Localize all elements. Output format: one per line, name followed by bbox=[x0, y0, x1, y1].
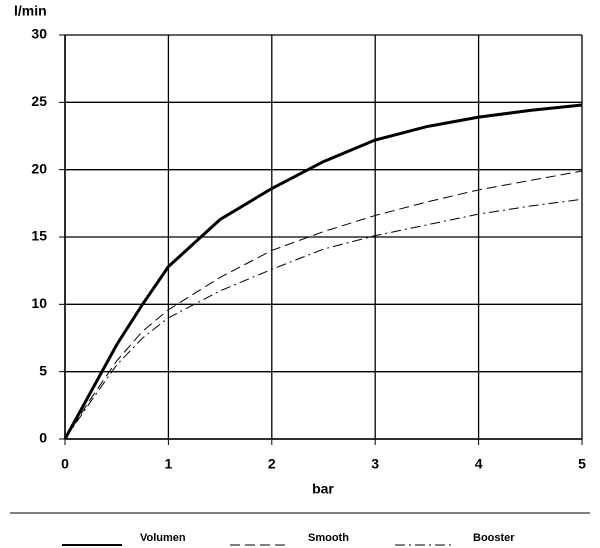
x-tick-label: 4 bbox=[475, 456, 483, 472]
series-line bbox=[64, 198, 583, 440]
series-line bbox=[63, 103, 583, 440]
y-tick-label: 30 bbox=[31, 26, 47, 42]
x-tick-label: 5 bbox=[578, 456, 586, 472]
y-tick-label: 10 bbox=[31, 295, 47, 311]
x-axis-label: bar bbox=[312, 481, 334, 497]
y-tick-label: 15 bbox=[31, 228, 47, 244]
x-tick-label: 0 bbox=[61, 456, 69, 472]
x-tick-label: 3 bbox=[371, 456, 379, 472]
y-tick-label: 5 bbox=[39, 362, 47, 378]
legend-label: Booster bbox=[473, 532, 515, 544]
x-tick-label: 1 bbox=[165, 456, 173, 472]
y-tick-label: 20 bbox=[31, 160, 47, 176]
legend-label: Volumen bbox=[140, 532, 186, 544]
y-tick-label: 25 bbox=[31, 93, 47, 109]
series-line bbox=[64, 170, 583, 440]
y-tick-label: 0 bbox=[39, 430, 47, 446]
x-tick-label: 2 bbox=[268, 456, 276, 472]
legend-label: Smooth bbox=[308, 532, 349, 544]
y-axis-label: l/min bbox=[14, 3, 47, 19]
